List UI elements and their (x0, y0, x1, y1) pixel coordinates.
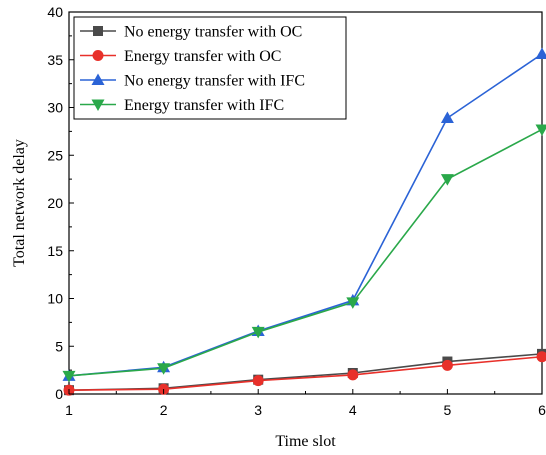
data-point (347, 369, 359, 381)
legend-item: Energy transfer with IFC (80, 97, 284, 114)
series-2 (63, 351, 546, 396)
series-4 (62, 124, 546, 383)
series-1 (64, 348, 546, 396)
data-point (346, 297, 360, 309)
x-axis-title: Time slot (275, 433, 336, 450)
y-tick-label: 10 (47, 291, 63, 307)
axis-layer: 1 2 3 4 5 6 0 5 10 15 20 25 30 35 40 (47, 4, 546, 418)
data-point (157, 363, 171, 375)
data-point (536, 351, 546, 363)
y-tick-label: 20 (47, 195, 63, 211)
y-tick-label: 40 (47, 4, 63, 20)
x-tick-label: 3 (254, 402, 262, 418)
data-point (251, 326, 265, 339)
data-point (62, 370, 76, 383)
legend-item: Energy transfer with OC (80, 48, 281, 65)
x-tick-label: 2 (160, 402, 168, 418)
data-point (440, 111, 454, 124)
data-point (440, 174, 454, 186)
legend-label: Energy transfer with IFC (124, 97, 284, 114)
series-line (68, 353, 543, 391)
series-layer (62, 47, 546, 396)
x-tick-label: 4 (349, 402, 357, 418)
y-axis-title: Total network delay (11, 139, 28, 267)
x-tick-label: 1 (65, 402, 73, 418)
legend-marker (93, 26, 103, 36)
legend-marker (92, 50, 104, 61)
y-tick-label: 15 (47, 243, 63, 259)
data-point (441, 359, 453, 371)
data-point (535, 124, 546, 136)
y-tick-label: 0 (55, 386, 63, 402)
legend-item: No energy transfer with IFC (80, 73, 305, 90)
y-tick-label: 35 (47, 52, 63, 68)
legend-item: No energy transfer with OC (80, 24, 302, 41)
series-line (68, 128, 543, 377)
y-tick-label: 25 (47, 147, 63, 163)
legend: No energy transfer with OC Energy transfe… (73, 16, 347, 120)
data-point (535, 47, 546, 60)
series-line (68, 355, 543, 391)
legend-marker (91, 99, 105, 111)
legend-label: No energy transfer with OC (124, 24, 302, 41)
legend-label: No energy transfer with IFC (124, 73, 305, 90)
x-tick-label: 5 (444, 402, 452, 418)
y-tick-label: 5 (55, 338, 63, 354)
x-tick-label: 6 (538, 402, 546, 418)
legend-box (73, 16, 347, 120)
y-tick-label: 30 (47, 100, 63, 116)
legend-marker (91, 73, 105, 85)
data-point (252, 375, 264, 387)
legend-label: Energy transfer with OC (124, 48, 281, 65)
